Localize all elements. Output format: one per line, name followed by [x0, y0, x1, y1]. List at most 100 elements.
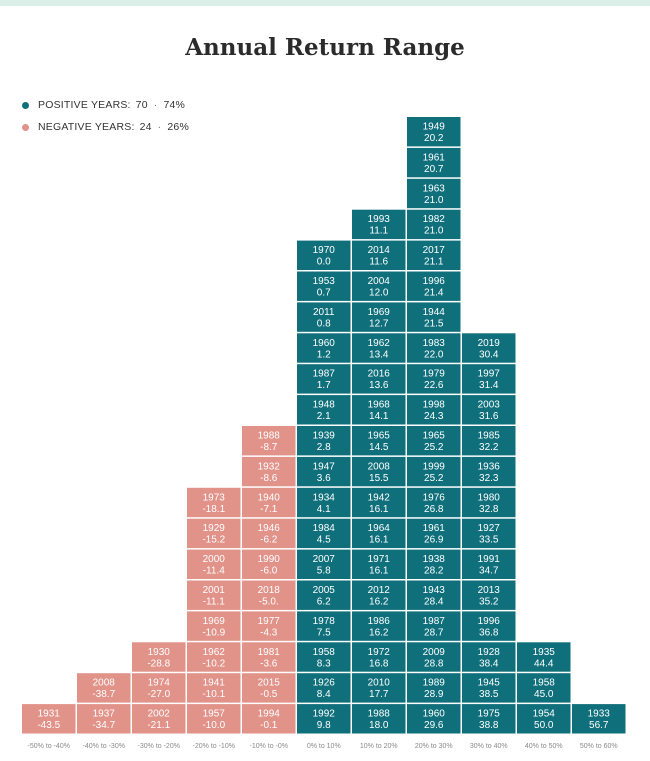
cell-year: 2008	[368, 461, 391, 472]
cell-year: 2009	[423, 647, 446, 658]
x-tick-label: 0% to 10%	[307, 743, 341, 750]
x-tick-label: -20% to -10%	[193, 743, 235, 750]
cell-return: 3.6	[317, 473, 331, 484]
histogram-cell-box	[132, 673, 186, 703]
histogram-cell-box	[352, 611, 406, 641]
histogram-cell-box	[352, 673, 406, 703]
cell-return: 0.7	[317, 288, 331, 299]
cell-return: -10.0	[202, 720, 225, 731]
x-tick-label: 20% to 30%	[415, 743, 453, 750]
cell-return: 21.4	[424, 288, 444, 299]
histogram-cell-box	[187, 704, 241, 734]
cell-year: 1929	[203, 523, 226, 534]
cell-return: 28.9	[424, 689, 444, 700]
legend-negative-separator: ·	[157, 121, 162, 133]
histogram-cell-box	[517, 642, 571, 672]
cell-year: 1985	[478, 431, 501, 442]
cell-return: 21.5	[424, 318, 444, 329]
legend: POSITIVE YEARS: 70 · 74% NEGATIVE YEARS:…	[22, 94, 189, 138]
histogram-cell-box	[407, 704, 461, 734]
cell-year: 1986	[368, 616, 391, 627]
cell-year: 1994	[258, 709, 281, 720]
cell-return: 5.8	[317, 566, 331, 577]
cell-year: 1989	[423, 678, 446, 689]
cell-year: 1963	[423, 183, 446, 194]
histogram-cell: 2015-0.5	[242, 673, 296, 703]
cell-return: 0.8	[317, 318, 331, 329]
histogram-cell-box	[352, 426, 406, 456]
cell-return: -6.0	[260, 566, 278, 577]
cell-return: 16.2	[369, 627, 389, 638]
cell-year: 1996	[478, 616, 501, 627]
cell-return: 0.0	[317, 257, 331, 268]
cell-year: 1971	[368, 554, 391, 565]
cell-year: 1974	[148, 678, 171, 689]
cell-year: 1958	[533, 678, 556, 689]
cell-year: 1980	[478, 492, 501, 503]
cell-return: 32.3	[479, 473, 499, 484]
cell-return: 8.3	[317, 658, 331, 669]
cell-year: 1968	[368, 400, 391, 411]
cell-year: 1982	[423, 214, 446, 225]
cell-return: 17.7	[369, 689, 389, 700]
cell-return: 2.1	[317, 411, 331, 422]
histogram-cell-box	[242, 426, 296, 456]
cell-year: 1997	[478, 369, 501, 380]
cell-year: 2014	[368, 245, 391, 256]
histogram-cell-box	[77, 704, 131, 734]
histogram-cell: 1973-18.1	[187, 487, 241, 518]
histogram-cell: 1931-43.5	[22, 704, 76, 734]
cell-year: 1975	[478, 709, 501, 720]
histogram-cell-box	[242, 487, 296, 518]
cell-year: 2019	[478, 338, 501, 349]
x-tick-label: 50% to 60%	[580, 743, 618, 750]
cell-return: -4.3	[260, 627, 278, 638]
cell-return: 11.6	[369, 257, 388, 268]
cell-return: 31.6	[479, 411, 499, 422]
histogram-cell-box	[462, 456, 516, 487]
cell-return: 38.5	[479, 689, 499, 700]
histogram-cell-box	[242, 673, 296, 703]
cell-return: 38.4	[479, 658, 499, 669]
cell-year: 1998	[423, 400, 446, 411]
cell-year: 1960	[423, 709, 446, 720]
histogram-cell-box	[187, 611, 241, 641]
histogram-cell-box	[297, 456, 351, 487]
legend-positive-separator: ·	[153, 99, 158, 111]
cell-return: 28.8	[424, 658, 444, 669]
cell-return: 13.4	[369, 349, 389, 360]
histogram-cell: 1932-8.6	[242, 456, 296, 487]
cell-year: 2016	[368, 369, 391, 380]
cell-return: 12.0	[369, 288, 389, 299]
histogram-cell-box	[132, 642, 186, 672]
cell-year: 2017	[423, 245, 446, 256]
histogram-cell: 2000-11.4	[187, 549, 241, 579]
cell-return: -10.2	[202, 658, 225, 669]
histogram-cell-box	[352, 704, 406, 734]
cell-year: 1928	[478, 647, 501, 658]
cell-year: 1970	[313, 245, 336, 256]
cell-year: 1954	[533, 709, 556, 720]
histogram-cell-box	[462, 364, 516, 394]
histogram-cell-box	[462, 580, 516, 610]
cell-year: 1935	[533, 647, 556, 658]
cell-year: 2011	[313, 307, 335, 318]
histogram-cell: 1994-0.1	[242, 704, 296, 734]
